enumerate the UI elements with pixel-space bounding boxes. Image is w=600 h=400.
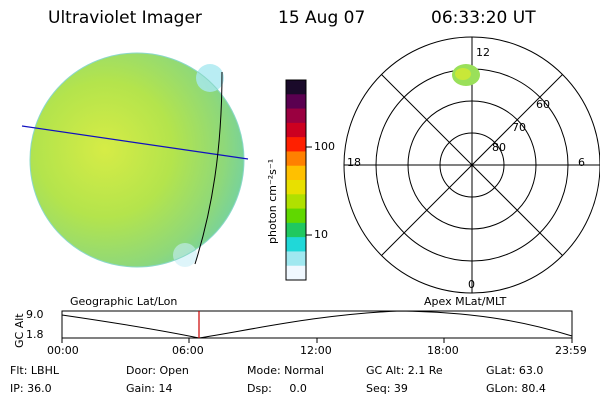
- seq-info: Seq: 39: [366, 382, 408, 395]
- colorbar-band: [286, 237, 306, 252]
- altitude-ylabel: GC Alt: [13, 313, 26, 348]
- ip-info: IP: 36.0: [10, 382, 52, 395]
- mlat-label-60: 60: [536, 98, 550, 111]
- altitude-plot: [61, 310, 573, 343]
- image-caption: Geographic Lat/Lon: [70, 295, 178, 308]
- xtick-2359: 23:59: [555, 344, 587, 357]
- glat-info: GLat: 63.0: [486, 364, 544, 377]
- filter-info: Flt: LBHL: [10, 364, 59, 377]
- colorbar-band: [286, 194, 306, 210]
- latitude-line: [21, 125, 249, 160]
- colorbar-band: [286, 222, 306, 238]
- gc-alt-info: GC Alt: 2.1 Re: [366, 364, 443, 377]
- mlat-label-80: 80: [492, 141, 506, 154]
- altitude-ytick-9: 9.0: [26, 308, 44, 321]
- time-label: 06:33:20 UT: [431, 8, 536, 28]
- uv-disk-image: [29, 52, 245, 268]
- colorbar-unit-label: photon cm⁻²s⁻¹: [266, 158, 279, 244]
- mlt-label-0: 0: [468, 278, 475, 291]
- polar-caption: Apex MLat/MLT: [424, 295, 507, 308]
- colorbar-band: [286, 151, 306, 167]
- colorbar-band: [286, 137, 306, 152]
- xtick-1800: 18:00: [427, 344, 459, 357]
- mode-info: Mode: Normal: [247, 364, 324, 377]
- glon-info: GLon: 80.4: [486, 382, 546, 395]
- colorbar-band: [286, 165, 306, 181]
- colorbar-band: [286, 108, 306, 124]
- colorbar-label-100: 100: [314, 140, 335, 153]
- colorbar-band: [286, 80, 306, 95]
- altitude-ytick-1-8: 1.8: [26, 328, 44, 341]
- mlt-label-12: 12: [476, 46, 490, 59]
- longitude-line: [194, 71, 223, 265]
- colorbar-band: [286, 251, 306, 267]
- colorbar-label-10: 10: [314, 228, 328, 241]
- xtick-1200: 12:00: [300, 344, 332, 357]
- colorbar-frame: [285, 79, 307, 281]
- mlt-label-6: 6: [578, 156, 585, 169]
- colorbar-band: [286, 265, 306, 281]
- door-info: Door: Open: [126, 364, 189, 377]
- aurora-spot: [452, 64, 480, 86]
- colorbar-band: [286, 208, 306, 224]
- colorbar-band: [286, 122, 306, 138]
- polar-plot: [343, 36, 600, 294]
- mlat-label-70: 70: [512, 121, 526, 134]
- instrument-title: Ultraviolet Imager: [48, 8, 202, 28]
- xtick-0600: 06:00: [172, 344, 204, 357]
- date-label: 15 Aug 07: [278, 8, 366, 28]
- gain-info: Gain: 14: [126, 382, 173, 395]
- mlt-label-18: 18: [347, 156, 361, 169]
- colorbar: [286, 80, 306, 281]
- colorbar-band: [286, 180, 306, 195]
- colorbar-band: [286, 94, 306, 110]
- dsp-info: Dsp: 0.0: [247, 382, 307, 395]
- xtick-0000: 00:00: [47, 344, 79, 357]
